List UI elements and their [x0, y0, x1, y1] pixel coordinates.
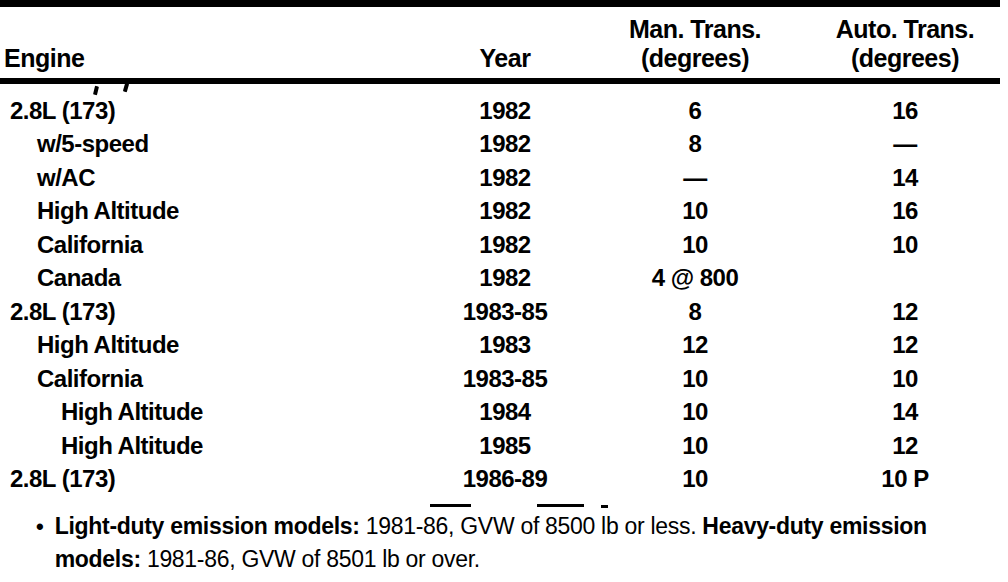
year-cell: 1984	[430, 398, 580, 426]
footnote-bullet: •	[36, 510, 44, 543]
man-trans-cell: 12	[580, 331, 810, 359]
footnote-segment-bold: Heavy-duty emission	[702, 513, 926, 539]
engine-cell: High Altitude	[0, 432, 430, 460]
top-rule	[0, 0, 1000, 7]
auto-trans-cell: 10 P	[810, 465, 1000, 493]
year-cell: 1982	[430, 264, 580, 292]
man-trans-cell: 10	[580, 231, 810, 259]
footnote-line: Light-duty emission models: 1981-86, GVW…	[55, 510, 927, 543]
table-body: 2.8L (173) 1982 6 16 w/5-speed 1982 8 — …	[0, 84, 1008, 496]
man-trans-cell: 10	[580, 365, 810, 393]
column-header-year-label: Year	[430, 44, 580, 73]
column-header-auto-trans-sublabel: (degrees)	[810, 44, 1000, 73]
footnote-segment-bold: models:	[55, 546, 141, 572]
engine-cell: Canada	[0, 264, 430, 292]
engine-cell: California	[0, 365, 430, 393]
column-header-man-trans-label: Man. Trans.	[580, 15, 810, 44]
engine-cell: California	[0, 231, 430, 259]
table-row: High Altitude 1985 10 12	[0, 429, 1008, 463]
scan-dash-artifact	[537, 504, 584, 507]
column-header-man-trans: Man. Trans. (degrees)	[580, 15, 810, 73]
engine-cell: High Altitude	[0, 331, 430, 359]
table-row: 2.8L (173) 1986-89 10 10 P	[0, 463, 1008, 497]
footnote-text: Light-duty emission models: 1981-86, GVW…	[55, 510, 927, 576]
column-header-auto-trans: Auto. Trans. (degrees)	[810, 15, 1000, 73]
man-trans-cell: 8	[580, 130, 810, 158]
man-trans-cell: 10	[580, 432, 810, 460]
man-trans-cell: 8	[580, 298, 810, 326]
year-cell: 1982	[430, 231, 580, 259]
man-trans-cell: 10	[580, 465, 810, 493]
auto-trans-cell: 10	[810, 231, 1000, 259]
table-row: 2.8L (173) 1983-85 8 12	[0, 295, 1008, 329]
table-header-row: Engine Year Man. Trans. (degrees) Auto. …	[0, 7, 1008, 78]
scan-dash-artifact	[430, 504, 471, 507]
engine-cell: High Altitude	[0, 398, 430, 426]
year-cell: 1983-85	[430, 298, 580, 326]
table-row: Canada 1982 4 @ 800	[0, 262, 1008, 296]
column-header-year: Year	[430, 44, 580, 73]
auto-trans-cell: 16	[810, 97, 1000, 125]
auto-trans-cell: 12	[810, 331, 1000, 359]
man-trans-cell: —	[580, 164, 810, 192]
column-header-auto-trans-label: Auto. Trans.	[810, 15, 1000, 44]
year-cell: 1982	[430, 197, 580, 225]
table-row: w/AC 1982 — 14	[0, 161, 1008, 195]
year-cell: 1986-89	[430, 465, 580, 493]
footnote-line: models: 1981-86, GVW of 8501 lb or over.	[55, 543, 927, 576]
table-row: w/5-speed 1982 8 —	[0, 128, 1008, 162]
footnote-segment-bold: Light-duty emission models:	[55, 513, 360, 539]
footnote-segment: 1981-86, GVW of 8500 lb or less.	[360, 513, 703, 539]
table-row: High Altitude 1982 10 16	[0, 195, 1008, 229]
year-cell: 1982	[430, 130, 580, 158]
column-header-man-trans-sublabel: (degrees)	[580, 44, 810, 73]
year-cell: 1982	[430, 164, 580, 192]
table-row: California 1982 10 10	[0, 228, 1008, 262]
man-trans-cell: 10	[580, 197, 810, 225]
auto-trans-cell: 12	[810, 432, 1000, 460]
engine-cell: 2.8L (173)	[0, 298, 430, 326]
table-row: California 1983-85 10 10	[0, 362, 1008, 396]
engine-cell: High Altitude	[0, 197, 430, 225]
column-header-engine-label: Engine	[4, 44, 430, 73]
table-row: 2.8L (173) 1982 6 16	[0, 94, 1008, 128]
year-cell: 1983	[430, 331, 580, 359]
engine-cell: 2.8L (173)	[0, 465, 430, 493]
table-row: High Altitude 1983 12 12	[0, 329, 1008, 363]
scan-dot-artifact	[601, 505, 608, 508]
footnote: • Light-duty emission models: 1981-86, G…	[0, 510, 1008, 576]
auto-trans-cell: 16	[810, 197, 1000, 225]
year-cell: 1982	[430, 97, 580, 125]
year-cell: 1983-85	[430, 365, 580, 393]
table-row: High Altitude 1984 10 14	[0, 396, 1008, 430]
auto-trans-cell: 14	[810, 164, 1000, 192]
auto-trans-cell: 12	[810, 298, 1000, 326]
man-trans-cell: 6	[580, 97, 810, 125]
column-header-engine: Engine	[0, 44, 430, 73]
auto-trans-cell: 14	[810, 398, 1000, 426]
engine-cell: 2.8L (173)	[0, 97, 430, 125]
engine-cell: w/5-speed	[0, 130, 430, 158]
year-cell: 1985	[430, 432, 580, 460]
auto-trans-cell: 10	[810, 365, 1000, 393]
man-trans-cell: 10	[580, 398, 810, 426]
auto-trans-cell: —	[810, 130, 1000, 158]
man-trans-cell: 4 @ 800	[580, 264, 810, 292]
engine-cell: w/AC	[0, 164, 430, 192]
timing-spec-table-page: Engine Year Man. Trans. (degrees) Auto. …	[0, 0, 1008, 582]
footnote-segment: 1981-86, GVW of 8501 lb or over.	[141, 546, 480, 572]
